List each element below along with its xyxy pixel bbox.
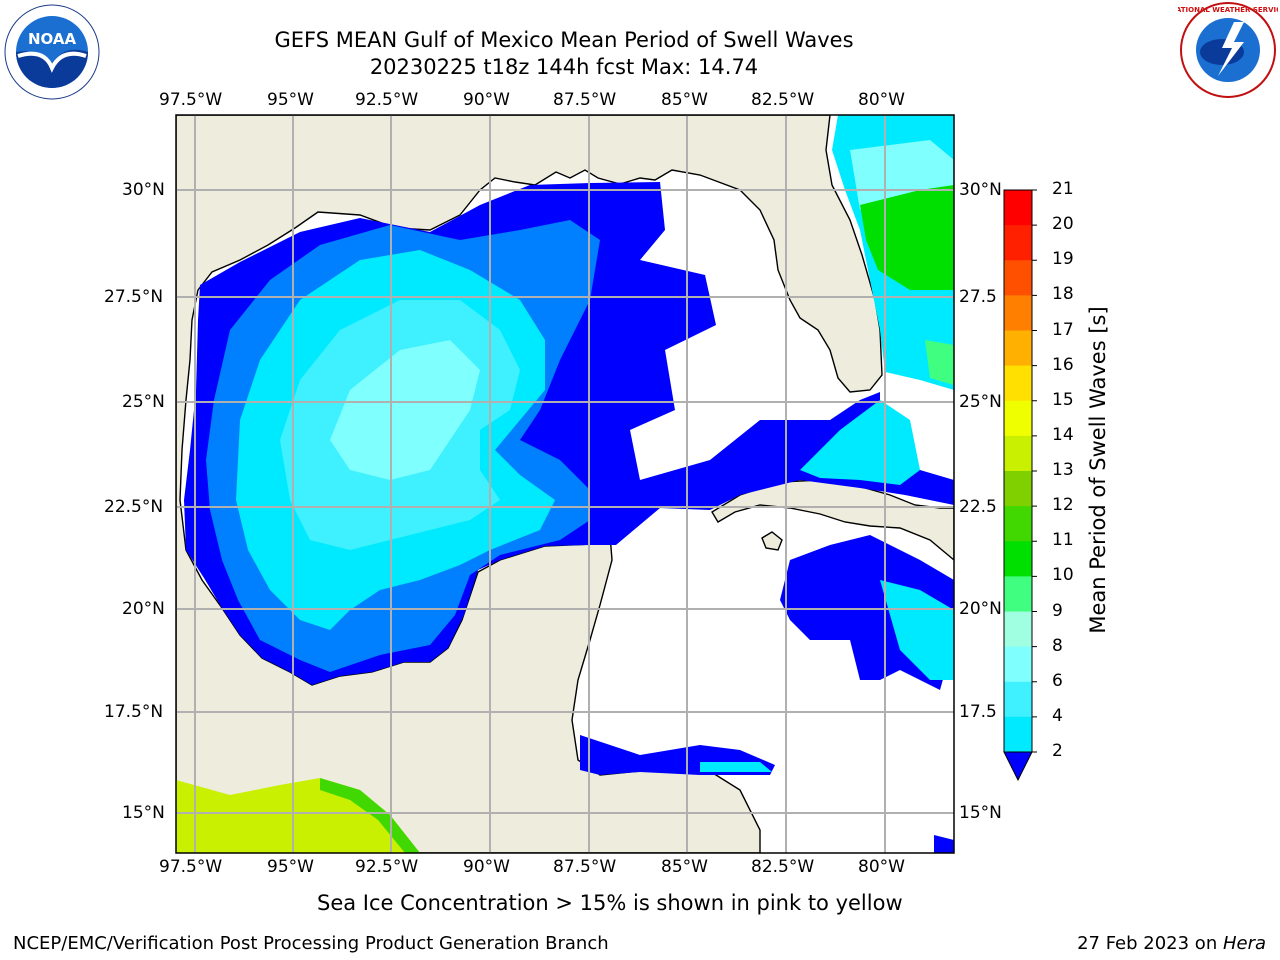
lon-tick-bottom: 92.5°W — [355, 857, 419, 877]
lon-tick-top: 95°W — [267, 90, 314, 110]
colorbar-tick-label: 2 — [1052, 741, 1063, 761]
colorbar-segment — [1004, 506, 1032, 542]
colorbar-tick-label: 17 — [1052, 319, 1074, 340]
colorbar-segment — [1004, 576, 1032, 612]
colorbar-tick-label: 18 — [1052, 284, 1074, 305]
colorbar-segment — [1004, 541, 1032, 577]
lat-tick-right: 17.5 — [959, 702, 997, 722]
colorbar-segment — [1004, 365, 1032, 402]
lon-tick-top: 85°W — [661, 90, 708, 110]
colorbar-segment — [1004, 646, 1032, 683]
swell-atlantic-green — [860, 185, 954, 290]
swell-level-9 — [330, 340, 480, 480]
colorbar-tick-label: 15 — [1052, 389, 1074, 410]
colorbar-segment — [1004, 681, 1032, 718]
colorbar-tick-label: 11 — [1052, 530, 1074, 551]
colorbar-tick-label: 13 — [1052, 460, 1074, 480]
lon-tick-bottom: 82.5°W — [751, 857, 815, 877]
colorbar-tick-label: 10 — [1052, 565, 1074, 586]
swell-caribbean-cyan — [880, 580, 954, 680]
colorbar-segment — [1004, 330, 1032, 367]
colorbar-segment — [1004, 611, 1032, 648]
lat-tick-right: 15°N — [959, 803, 1002, 823]
lon-tick-bottom: 95°W — [267, 857, 314, 877]
lat-tick-left: 15°N — [122, 803, 165, 823]
nws-logo: NATIONAL WEATHER SERVICE — [1170, 0, 1280, 100]
lat-tick-left: 20°N — [122, 599, 165, 619]
graticule — [176, 115, 954, 853]
colorbar-segment — [1004, 435, 1032, 472]
lat-tick-right: 25°N — [959, 392, 1002, 412]
lon-tick-top: 87.5°W — [553, 90, 617, 110]
lon-tick-top: 97.5°W — [159, 90, 223, 110]
colorbar-tick-label: 12 — [1052, 495, 1074, 516]
colorbar-segment — [1004, 471, 1032, 507]
lat-tick-right: 20°N — [959, 599, 1002, 619]
lon-tick-bottom: 80°W — [858, 857, 905, 877]
lon-tick-top: 82.5°W — [751, 90, 815, 110]
land — [176, 115, 954, 853]
lat-tick-right: 22.5 — [959, 497, 997, 517]
colorbar-tick-label: 9 — [1052, 600, 1063, 621]
lat-tick-right: 30°N — [959, 180, 1002, 200]
map-area — [176, 115, 954, 853]
colorbar-tick-label: 19 — [1052, 249, 1074, 270]
branch-credit: NCEP/EMC/Verification Post Processing Pr… — [13, 933, 609, 954]
colorbar-segment — [1004, 400, 1032, 437]
colorbar — [1003, 189, 1037, 782]
nws-logo-text: NATIONAL WEATHER SERVICE — [1178, 6, 1278, 14]
lat-tick-left: 17.5°N — [104, 702, 164, 722]
lon-tick-top: 92.5°W — [355, 90, 419, 110]
lon-tick-bottom: 90°W — [463, 857, 510, 877]
lat-tick-left: 30°N — [122, 180, 165, 200]
lat-tick-left: 25°N — [122, 392, 165, 412]
noaa-logo: NOAA — [4, 4, 100, 100]
swell-field — [176, 115, 954, 853]
colorbar-tick-label: 6 — [1052, 670, 1063, 691]
colorbar-segment — [1004, 716, 1032, 753]
lon-tick-bottom: 85°W — [661, 857, 708, 877]
swell-caribbean-small — [934, 835, 954, 853]
land-north-america — [176, 115, 883, 853]
map-frame — [175, 114, 955, 854]
lon-tick-top: 80°W — [858, 90, 905, 110]
colorbar-extend-arrow — [1003, 751, 1033, 782]
lon-tick-bottom: 87.5°W — [553, 857, 617, 877]
swell-atlantic-green2 — [925, 340, 954, 385]
sea-ice-note: Sea Ice Concentration > 15% is shown in … — [317, 891, 903, 915]
swell-pacific-green — [320, 778, 420, 853]
lat-tick-left: 22.5°N — [104, 497, 164, 517]
noaa-logo-text: NOAA — [28, 30, 77, 48]
colorbar-tick-label: 21 — [1052, 179, 1074, 199]
generation-date: 27 Feb 2023 on Hera — [1077, 933, 1266, 954]
lat-tick-left: 27.5°N — [104, 287, 164, 307]
chart-title: GEFS MEAN Gulf of Mexico Mean Period of … — [274, 28, 854, 52]
lon-tick-top: 90°W — [463, 90, 510, 110]
colorbar-tick-label: 4 — [1052, 705, 1063, 726]
swell-straits — [800, 400, 920, 485]
colorbar-segment — [1004, 190, 1032, 226]
chart-subtitle: 20230225 t18z 144h fcst Max: 14.74 — [369, 55, 759, 79]
lat-tick-right: 27.5 — [959, 287, 997, 307]
colorbar-label: Mean Period of Swell Waves [s] — [1086, 306, 1110, 634]
colorbar-tick-label: 16 — [1052, 354, 1074, 375]
colorbar-tick-label: 8 — [1052, 635, 1063, 656]
colorbar-segment — [1004, 225, 1032, 261]
colorbar-segment — [1004, 260, 1032, 296]
swell-honduras-cyan — [700, 762, 772, 772]
colorbar-tick-label: 20 — [1052, 214, 1074, 235]
date-text: 27 Feb 2023 on — [1077, 933, 1223, 954]
colorbar-segment — [1004, 295, 1032, 331]
colorbar-tick-label: 14 — [1052, 424, 1074, 445]
host-name: Hera — [1222, 933, 1266, 954]
lon-tick-bottom: 97.5°W — [159, 857, 223, 877]
land-isle-of-youth — [761, 531, 783, 551]
